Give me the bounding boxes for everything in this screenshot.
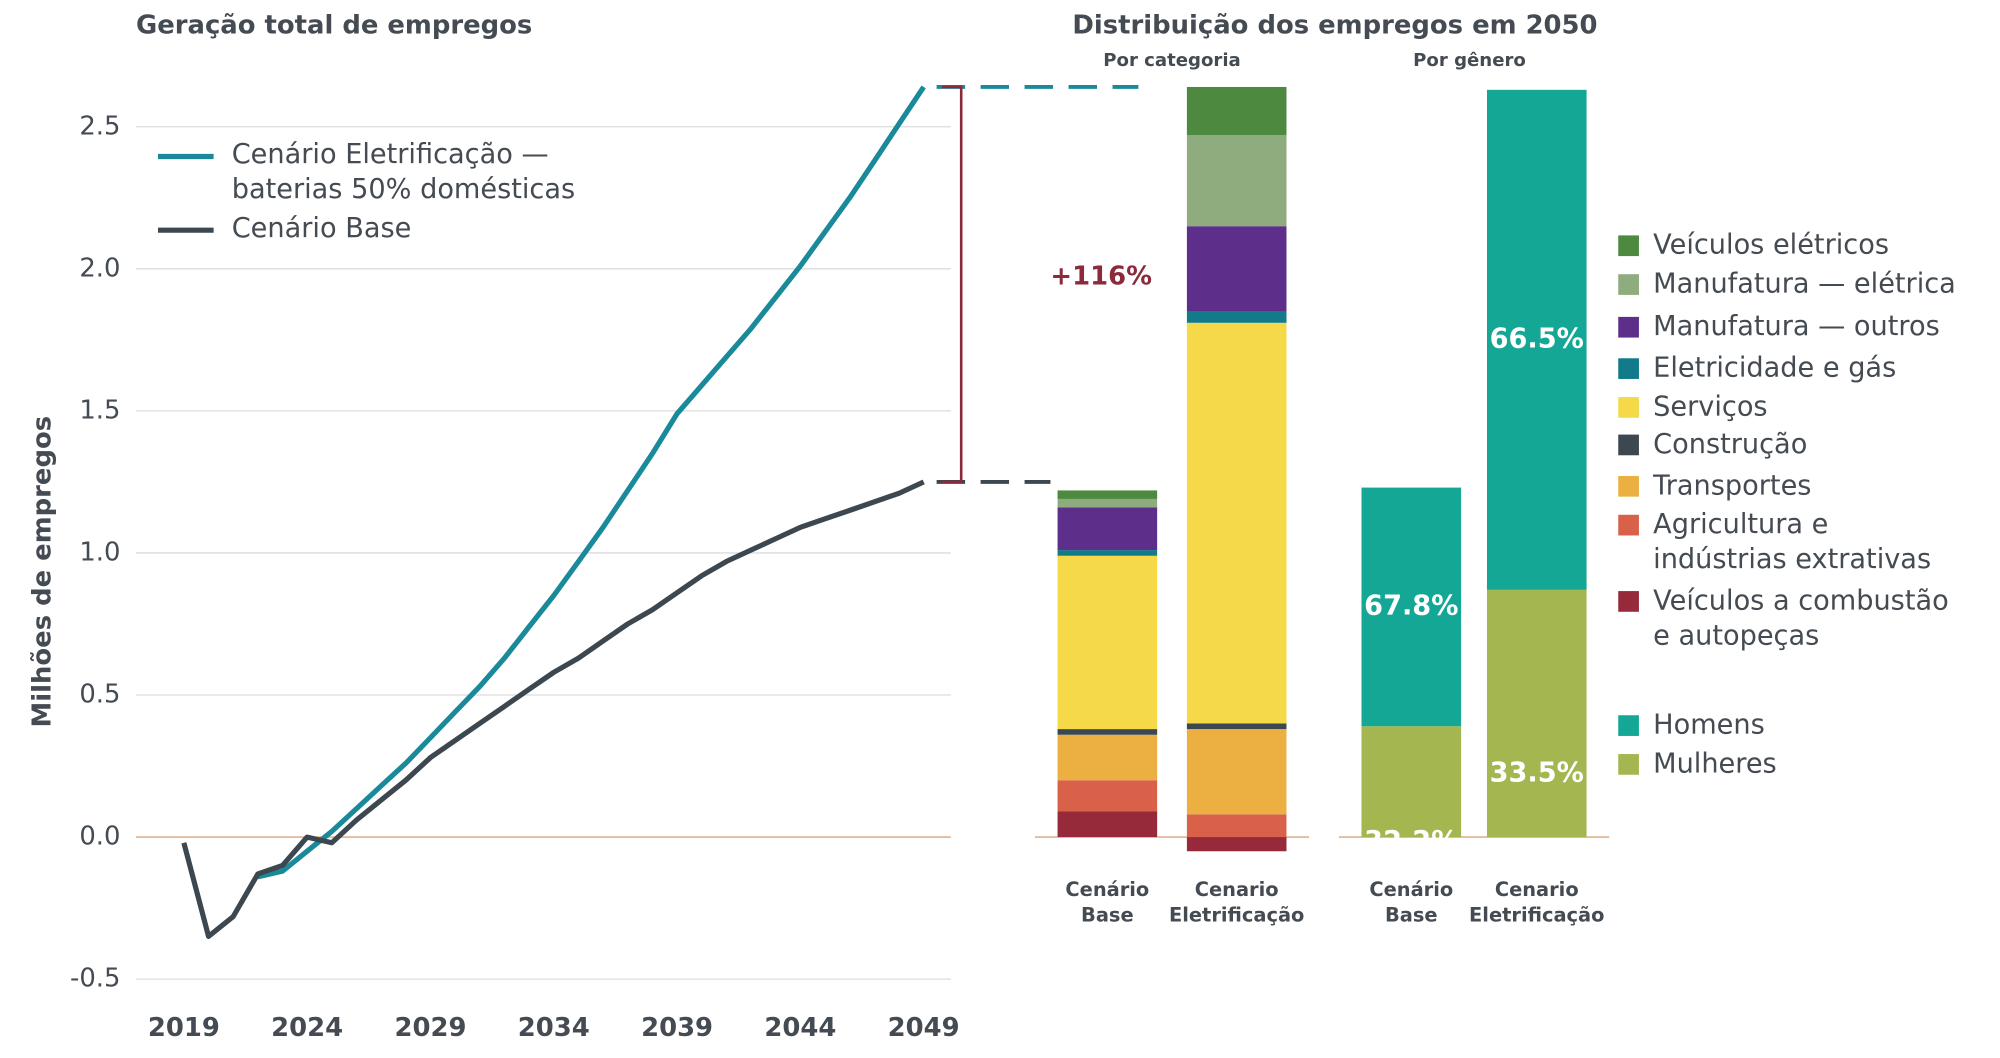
legend-label: Serviços (1653, 391, 1767, 422)
legend-label: Eletricidade e gás (1653, 352, 1896, 383)
legend-label: Veículos a combustão e autopeças (1653, 585, 1949, 651)
x-tick-label: 2019 (148, 1013, 220, 1043)
bar-segment (1186, 86, 1287, 136)
legend-label: Cenário Eletrificação — baterias 50% domé… (232, 139, 575, 205)
legend-label: Homens (1653, 709, 1765, 740)
y-tick-label: 0.0 (79, 822, 120, 852)
bar-segment (1057, 555, 1158, 730)
bar-segment (1057, 811, 1158, 838)
legend-swatch (1618, 591, 1639, 612)
legend-label: Agricultura e indústrias extrativas (1653, 509, 1931, 575)
y-tick-label: 2.5 (79, 111, 120, 141)
bar-subtitle: Por gênero (1413, 50, 1526, 71)
bar-segment (1486, 89, 1587, 590)
legend-swatch (1618, 235, 1639, 257)
annotation: +116% (1050, 261, 1152, 291)
legend-swatch (1618, 434, 1639, 456)
legend-label: Veículos elétricos (1653, 229, 1889, 260)
bar-segment (1361, 487, 1462, 727)
line-series (181, 479, 925, 940)
line-series (257, 85, 926, 880)
legend-label: Construção (1653, 428, 1807, 459)
legend-swatch (1618, 754, 1639, 775)
bar-subtitle: Por categoria (1103, 50, 1241, 71)
bar-segment (1186, 226, 1287, 312)
bar-segment (1186, 135, 1287, 227)
legend-label: Transportes (1652, 470, 1811, 501)
bar-segment (1057, 507, 1158, 551)
legend-swatch (1618, 514, 1639, 536)
y-tick-label: 2.0 (79, 253, 120, 283)
bar-segment (1486, 589, 1587, 838)
x-tick-label: 2034 (518, 1013, 590, 1043)
bar-segment (1186, 723, 1287, 730)
x-tick-label: 2024 (271, 1013, 343, 1043)
share-label: 32.2% (1364, 826, 1458, 857)
legend-swatch (1618, 715, 1639, 736)
bar-segment (1186, 837, 1287, 852)
bar-segment (1057, 780, 1158, 812)
bar-segment (1186, 814, 1287, 838)
bar-segment (1057, 729, 1158, 735)
x-tick-label: Cenario Eletrificação (1469, 877, 1604, 926)
legend-swatch (1618, 316, 1639, 338)
x-tick-label: Cenário Base (1065, 877, 1149, 926)
legend-swatch (1618, 358, 1639, 379)
bar-segment (1057, 490, 1158, 499)
bar-segment (1186, 729, 1287, 815)
bracket (941, 85, 963, 484)
legend-label: Manufatura — elétrica (1653, 268, 1956, 299)
legend-swatch (1618, 274, 1639, 295)
x-tick-label: Cenário Base (1369, 877, 1453, 926)
share-label: 33.5% (1490, 758, 1584, 789)
bar-segment (1057, 498, 1158, 508)
legend-label: Cenário Base (232, 212, 412, 243)
y-tick-label: -0.5 (70, 964, 120, 994)
x-tick-label: Cenario Eletrificação (1169, 877, 1304, 926)
bar-segment (1186, 322, 1287, 724)
y-tick-label: 1.5 (79, 395, 120, 425)
legend-label: Manufatura — outros (1653, 311, 1940, 342)
x-tick-label: 2049 (888, 1013, 960, 1043)
bar-segment (1057, 734, 1158, 781)
legend-swatch (1618, 397, 1639, 418)
share-label: 66.5% (1490, 323, 1584, 354)
bar-segment (1361, 726, 1462, 838)
line-chart-title: Geração total de empregos (136, 10, 532, 40)
x-tick-label: 2044 (764, 1013, 836, 1043)
y-tick-label: 1.0 (79, 537, 120, 567)
legend-label: Mulheres (1653, 748, 1777, 779)
bar-segment (1057, 550, 1158, 556)
x-tick-label: 2029 (394, 1013, 466, 1043)
legend-swatch (1618, 475, 1639, 497)
x-tick-label: 2039 (641, 1013, 713, 1043)
bar-segment (1186, 311, 1287, 323)
y-tick-label: 0.5 (79, 679, 120, 709)
y-axis-label: Milhões de empregos (27, 416, 57, 728)
bar-chart-title: Distribuição dos empregos em 2050 (1072, 10, 1597, 40)
share-label: 67.8% (1364, 590, 1458, 621)
